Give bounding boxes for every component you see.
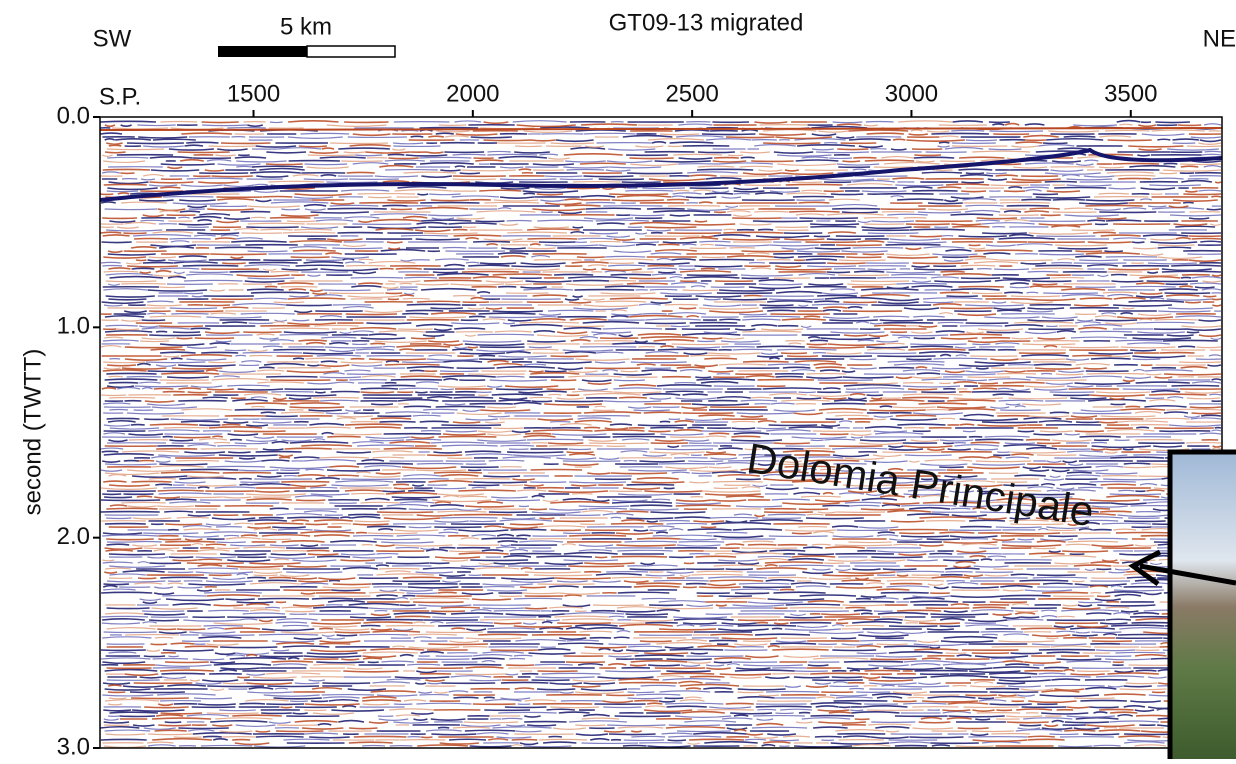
y-tick-label: 2.0: [57, 523, 90, 550]
x-tick-label: 3000: [885, 80, 938, 107]
figure: SW NE 5 km GT09-13 migrated S.P. second …: [0, 0, 1236, 759]
scale-bar: [307, 46, 395, 57]
sw-label: SW: [93, 25, 132, 52]
y-tick-label: 1.0: [57, 313, 90, 340]
y-axis-label: second (TWTT): [19, 349, 46, 516]
y-tick-label: 3.0: [57, 733, 90, 759]
photo-inset: [1170, 452, 1236, 759]
scale-label: 5 km: [280, 13, 332, 40]
chart-title: GT09-13 migrated: [609, 9, 804, 36]
x-tick-label: 2000: [446, 80, 499, 107]
seafloor-reflector: [100, 128, 1222, 130]
seismic-section: [100, 121, 1222, 748]
ne-label: NE: [1203, 25, 1236, 52]
scale-bar: [218, 46, 307, 57]
x-tick-label: 2500: [665, 80, 718, 107]
y-tick-label: 0.0: [57, 102, 90, 129]
x-tick-label: 3500: [1104, 80, 1157, 107]
x-axis-label: S.P.: [99, 83, 141, 110]
x-tick-label: 1500: [227, 80, 280, 107]
